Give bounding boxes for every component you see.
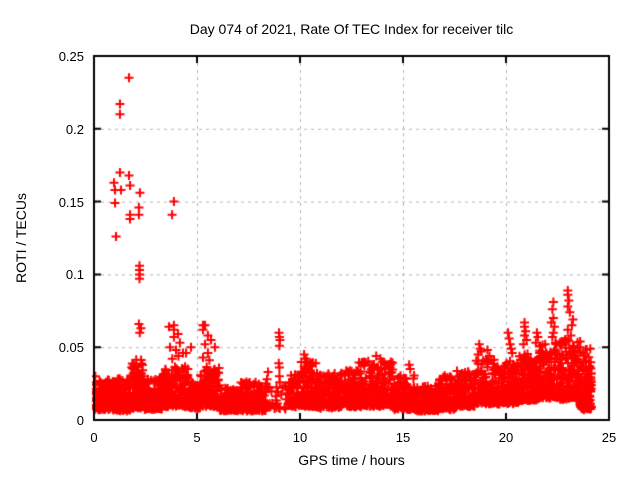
chart-title: Day 074 of 2021, Rate Of TEC Index for r… [189,21,514,37]
y-tick-label: 0.1 [65,267,84,283]
y-tick-label: 0.2 [65,121,84,137]
y-tick-label: 0.15 [58,194,84,210]
x-tick-label: 0 [90,430,98,445]
x-axis-label: GPS time / hours [298,452,405,468]
x-tick-label: 10 [292,430,308,445]
y-tick-label: 0 [76,413,84,428]
x-tick-label: 20 [498,430,514,445]
y-tick-label: 0.25 [58,49,84,64]
x-tick-label: 15 [395,430,411,445]
y-tick-label: 0.05 [58,340,84,356]
x-tick-label: 5 [193,430,201,445]
x-tick-label: 25 [601,430,617,445]
